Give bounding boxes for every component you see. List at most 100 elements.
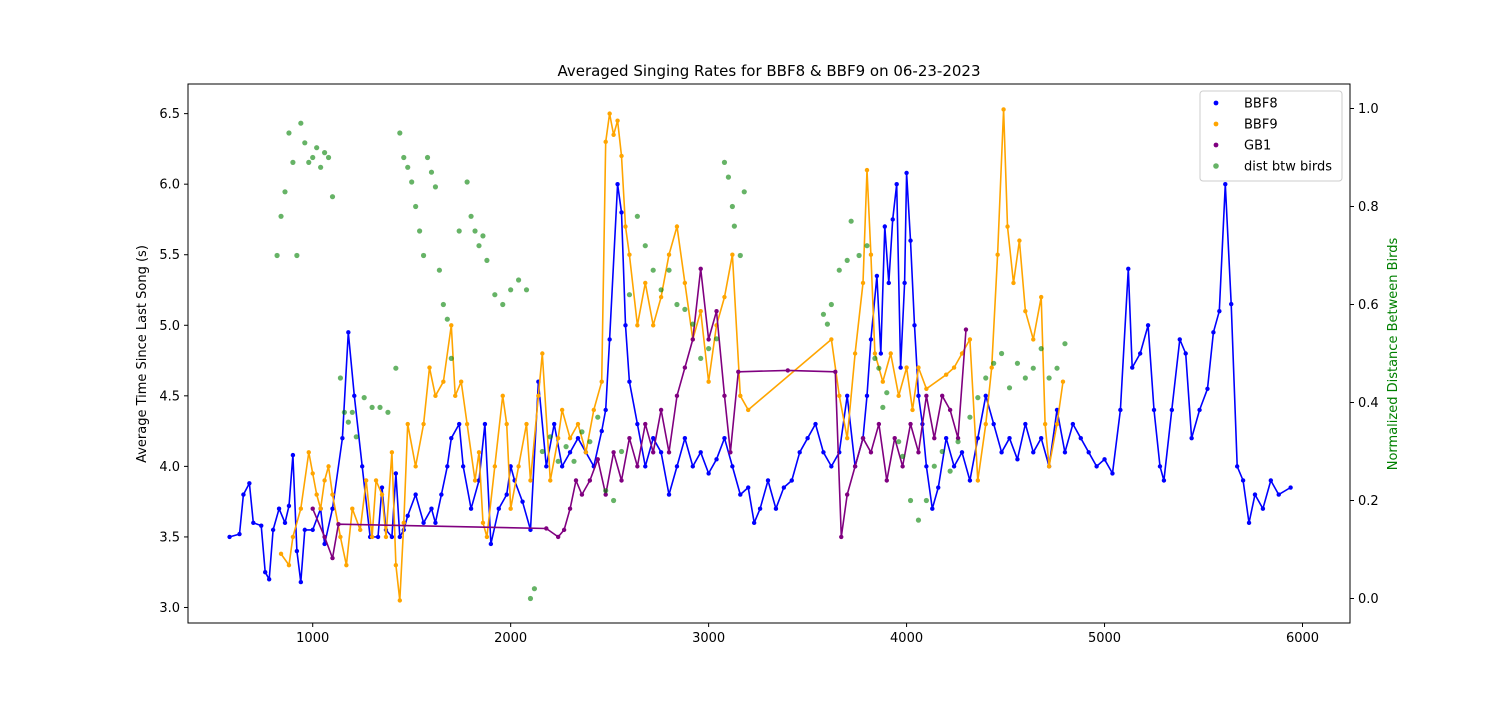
data-point-dist-btw-birds [409, 179, 415, 185]
data-point-dist-btw-birds [405, 164, 411, 170]
data-point-dist-btw-birds [737, 252, 743, 259]
data-point-dist-btw-birds [991, 360, 997, 366]
data-point-bbf9 [682, 280, 688, 286]
data-point-dist-btw-birds [286, 130, 292, 136]
data-point-bbf9 [650, 323, 656, 328]
legend-item-dist-btw-birds: dist btw birds [1213, 160, 1332, 175]
data-point-bbf9 [363, 478, 369, 483]
data-point-bbf9 [1005, 224, 1010, 229]
data-point-bbf8 [1130, 365, 1135, 370]
data-point-bbf8 [1086, 450, 1091, 455]
data-point-bbf9 [413, 464, 418, 469]
data-point-bbf9 [318, 506, 323, 511]
data-point-bbf8 [567, 450, 573, 455]
data-point-gb1 [674, 393, 680, 399]
data-point-dist-btw-birds [864, 243, 870, 249]
data-point-bbf9 [860, 280, 866, 286]
y-tick-label: 4.0 [159, 460, 180, 475]
data-point-bbf9 [524, 421, 529, 427]
data-point-bbf9 [738, 393, 743, 399]
data-point-bbf8 [1161, 478, 1167, 483]
data-point-bbf8 [999, 450, 1004, 455]
x-tick-label: 6000 [1286, 631, 1319, 646]
data-point-dist-btw-birds [603, 488, 609, 494]
y2-tick-label: 0.8 [1358, 200, 1379, 215]
data-point-bbf9 [989, 365, 994, 370]
y-tick-label: 5.0 [159, 319, 180, 334]
data-point-dist-btw-birds [876, 365, 882, 371]
data-point-gb1 [595, 457, 600, 462]
data-point-bbf8 [389, 534, 395, 540]
data-point-bbf9 [383, 534, 389, 540]
data-point-gb1 [544, 526, 549, 531]
data-point-dist-btw-birds [900, 453, 906, 459]
data-point-bbf8 [1137, 351, 1143, 356]
data-point-bbf9 [872, 351, 878, 356]
data-point-bbf8 [1276, 492, 1281, 497]
data-point-bbf9 [674, 224, 680, 229]
data-point-bbf8 [1169, 407, 1175, 413]
data-point-bbf8 [746, 485, 751, 490]
data-point-dist-btw-birds [428, 169, 435, 175]
data-point-bbf8 [627, 379, 632, 384]
data-point-bbf9 [575, 421, 581, 427]
data-point-bbf9 [619, 153, 624, 159]
data-point-dist-btw-birds [626, 292, 633, 298]
data-point-bbf8 [714, 457, 719, 462]
data-point-bbf9 [643, 280, 648, 286]
data-point-bbf8 [821, 450, 826, 455]
series-gb1 [310, 266, 969, 561]
data-point-dist-btw-birds [650, 267, 656, 273]
data-point-bbf9 [864, 167, 870, 173]
data-point-bbf8 [619, 210, 624, 215]
data-point-bbf8 [658, 450, 664, 455]
data-point-bbf9 [322, 478, 327, 483]
data-point-bbf9 [844, 435, 850, 441]
data-point-bbf8 [456, 421, 462, 427]
data-point-dist-btw-birds [690, 321, 696, 327]
data-point-gb1 [682, 365, 688, 370]
data-point-bbf8 [908, 238, 913, 243]
data-point-dist-btw-birds [318, 164, 324, 170]
data-point-bbf9 [393, 562, 399, 568]
data-point-bbf8 [1288, 485, 1293, 490]
data-point-bbf9 [555, 435, 561, 441]
data-point-bbf9 [599, 379, 604, 384]
data-point-bbf8 [352, 393, 357, 399]
data-point-dist-btw-birds [369, 404, 375, 410]
legend: BBF8 BBF9 GB1 dist btw birds [1199, 90, 1343, 182]
data-point-dist-btw-birds [983, 375, 989, 381]
data-point-bbf8 [270, 527, 276, 533]
data-point-bbf9 [286, 562, 292, 568]
data-point-bbf9 [730, 252, 735, 257]
data-point-bbf9 [1001, 107, 1006, 112]
data-point-bbf9 [298, 506, 304, 511]
data-point-bbf8 [930, 506, 935, 511]
legend-marker [1213, 100, 1219, 106]
data-point-gb1 [722, 393, 727, 399]
data-point-dist-btw-birds [931, 463, 937, 469]
data-point-bbf8 [738, 492, 743, 497]
data-point-bbf9 [607, 111, 612, 116]
data-point-dist-btw-birds [361, 395, 367, 401]
data-point-bbf8 [520, 499, 525, 504]
data-point-bbf8 [1205, 386, 1210, 391]
data-point-gb1 [714, 308, 719, 314]
data-point-bbf9 [698, 308, 703, 314]
data-point-dist-btw-birds [432, 184, 439, 190]
data-point-bbf9 [1023, 308, 1028, 314]
data-point-bbf9 [567, 435, 573, 441]
data-point-bbf8 [460, 464, 466, 469]
data-point-dist-btw-birds [741, 189, 747, 195]
data-point-gb1 [908, 421, 913, 427]
data-point-bbf9 [350, 506, 355, 511]
data-point-bbf9 [453, 393, 458, 399]
data-point-bbf8 [298, 579, 304, 585]
x-tick-label: 1000 [296, 631, 329, 646]
data-point-bbf9 [559, 407, 565, 413]
data-point-dist-btw-birds [456, 228, 462, 234]
data-point-dist-btw-birds [1038, 346, 1044, 352]
data-point-bbf8 [1007, 435, 1012, 441]
data-point-dist-btw-birds [729, 203, 735, 210]
data-point-gb1 [666, 450, 672, 455]
